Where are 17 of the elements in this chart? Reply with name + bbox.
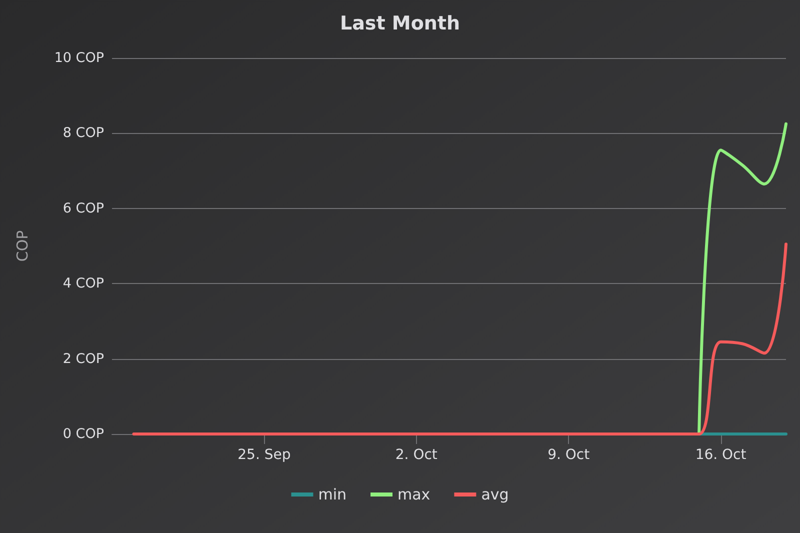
y-tick-label: 0 COP — [62, 426, 104, 442]
legend-label: max — [398, 486, 430, 504]
x-tick-label: 9. Oct — [548, 447, 590, 463]
x-tick-label: 2. Oct — [395, 447, 438, 463]
line-series — [698, 122, 788, 436]
y-tick-label: 10 COP — [54, 50, 104, 66]
chart-title: Last Month — [340, 12, 460, 34]
x-tick-label: 16. Oct — [695, 447, 747, 463]
y-axis-title: COP — [14, 230, 32, 262]
legend-label: avg — [481, 486, 509, 504]
y-tick-label: 8 COP — [62, 125, 104, 142]
x-tick-label: 25. Sep — [238, 447, 291, 463]
y-tick-label: 4 COP — [62, 276, 104, 292]
y-tick-label: 6 COP — [62, 200, 104, 216]
legend-label: min — [318, 486, 347, 504]
y-tick-label: 2 COP — [62, 350, 104, 367]
line-series — [132, 242, 788, 436]
